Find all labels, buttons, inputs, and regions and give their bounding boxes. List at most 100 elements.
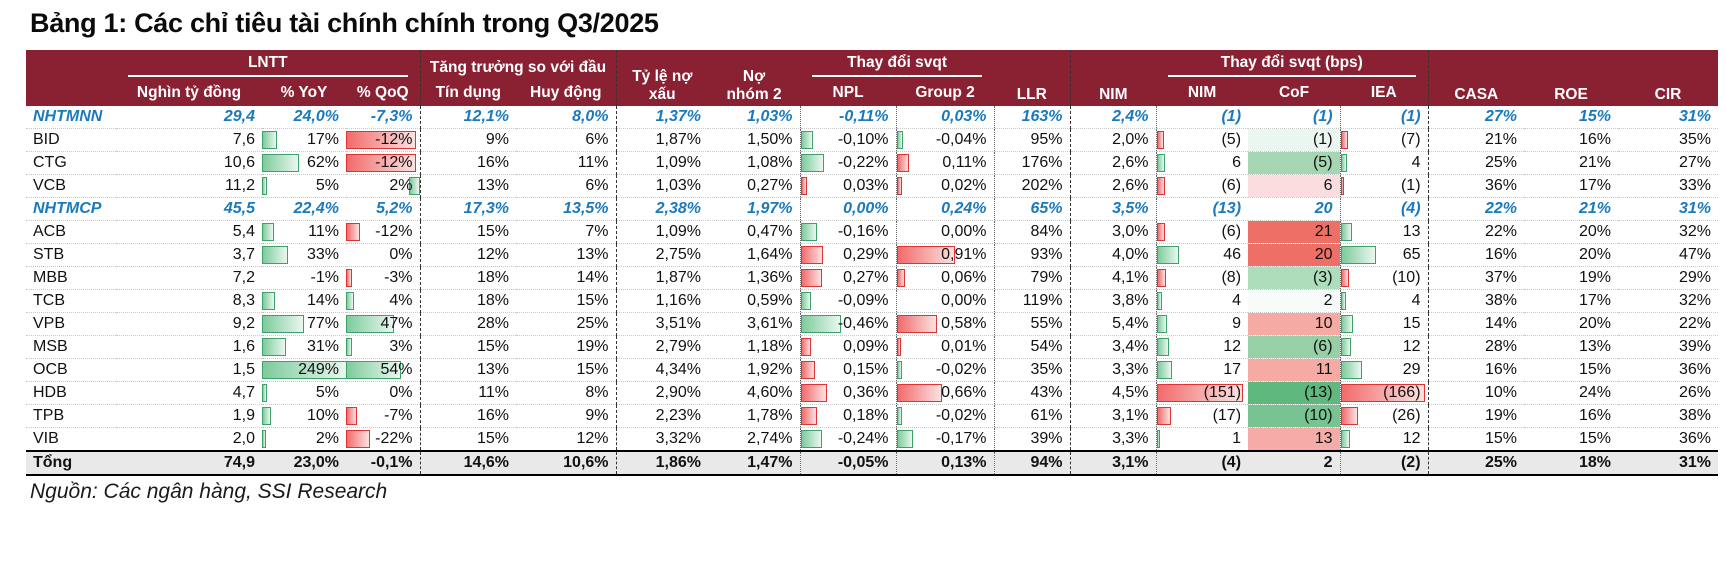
table-cell-g2c: 0,02% bbox=[895, 174, 995, 198]
red-data-bar bbox=[346, 407, 357, 425]
bank-label: STB bbox=[26, 243, 116, 267]
table-cell-credit: 18% bbox=[419, 289, 517, 313]
col-header-cir: CIR bbox=[1618, 50, 1719, 106]
table-cell-iea: 12 bbox=[1339, 335, 1429, 359]
cell-value: 119% bbox=[1022, 292, 1063, 309]
table-cell-roe: 16% bbox=[1524, 404, 1619, 428]
table-cell-bps: 17 bbox=[1155, 358, 1249, 382]
table-cell-nplc: 0,00% bbox=[799, 197, 897, 221]
table-cell-yoy: 31% bbox=[262, 335, 346, 359]
table-cell-nplc: -0,09% bbox=[799, 289, 897, 313]
cell-value: -12% bbox=[375, 223, 413, 240]
cell-value: 17,3% bbox=[463, 200, 510, 217]
green-data-bar bbox=[801, 292, 812, 310]
cell-value: (1) bbox=[1400, 108, 1421, 125]
table-cell-bps: (151) bbox=[1155, 381, 1249, 405]
cell-value: 12% bbox=[477, 246, 510, 263]
cell-value: 1,97% bbox=[747, 200, 793, 217]
table-cell-casa: 25% bbox=[1427, 151, 1525, 175]
table-row-bid: BID 7,6 17% -12% 9% 6% 1,87% 1,50% -0,10% -0,04% 9… bbox=[26, 128, 1719, 152]
cell-value: 4,5% bbox=[1112, 384, 1149, 401]
cell-value: 20% bbox=[1579, 246, 1612, 263]
cell-value: 55% bbox=[1030, 315, 1063, 332]
cell-value: 95% bbox=[1030, 131, 1063, 148]
table-cell-g2c: 0,06% bbox=[895, 266, 995, 290]
cell-value: 1,16% bbox=[655, 292, 702, 309]
table-cell-nhom2: 1,78% bbox=[708, 404, 801, 428]
cell-value: 15% bbox=[1485, 430, 1518, 447]
cell-value: -0,1% bbox=[370, 454, 413, 471]
cell-value: 11 bbox=[1315, 361, 1333, 378]
red-data-bar bbox=[897, 246, 955, 264]
table-cell-credit: 15% bbox=[419, 335, 517, 359]
table-cell-g2c: -0,17% bbox=[895, 427, 995, 452]
cell-value: -0,46% bbox=[837, 315, 889, 332]
cell-value: 43% bbox=[1030, 384, 1063, 401]
table-cell-nplc: 0,03% bbox=[799, 174, 897, 198]
table-cell-nplc: 0,18% bbox=[799, 404, 897, 428]
table-cell-credit: 12% bbox=[419, 243, 517, 267]
cell-value: -22% bbox=[375, 430, 413, 447]
col-header-group2-ratio: Nợ nhóm 2 bbox=[708, 50, 801, 106]
table-cell-nim: 2,4% bbox=[1069, 106, 1157, 129]
cell-value: 6 bbox=[1232, 154, 1242, 171]
cell-value: 1,36% bbox=[747, 269, 793, 286]
table-cell-nhom2: 1,03% bbox=[708, 106, 801, 129]
cell-value: 15% bbox=[477, 338, 510, 355]
table-cell-iea: 65 bbox=[1339, 243, 1429, 267]
cell-value: 16% bbox=[477, 154, 510, 171]
col-header-nim: NIM bbox=[1069, 50, 1157, 106]
green-data-bar bbox=[897, 361, 903, 379]
red-data-bar bbox=[897, 154, 910, 172]
green-data-bar bbox=[408, 177, 420, 195]
cell-value: 17% bbox=[306, 131, 339, 148]
table-cell-qoq: -7,3% bbox=[346, 106, 421, 129]
table-cell-iea: 12 bbox=[1339, 427, 1429, 452]
cell-value: 0,00% bbox=[941, 223, 987, 240]
table-cell-g2c: 0,00% bbox=[895, 289, 995, 313]
table-cell-g2c: 0,01% bbox=[895, 335, 995, 359]
red-data-bar bbox=[897, 315, 938, 333]
table-cell-yoy: 5% bbox=[262, 174, 346, 198]
red-data-bar bbox=[346, 430, 371, 448]
green-data-bar bbox=[1341, 430, 1351, 448]
cell-value: 38% bbox=[1679, 407, 1712, 424]
cell-value: -0,02% bbox=[935, 361, 987, 378]
table-cell-casa: 16% bbox=[1427, 243, 1525, 267]
cell-value: 10% bbox=[1485, 384, 1518, 401]
table-cell-iea: (2) bbox=[1339, 450, 1429, 476]
cell-value: -12% bbox=[375, 154, 413, 171]
cell-value: 15% bbox=[1579, 108, 1612, 125]
cell-value: 22% bbox=[1679, 315, 1712, 332]
table-cell-casa: 25% bbox=[1427, 450, 1525, 476]
green-data-bar bbox=[1341, 292, 1346, 310]
table-cell-llr: 35% bbox=[993, 358, 1071, 382]
cell-value: 2,38% bbox=[655, 200, 702, 217]
table-cell-roe: 21% bbox=[1524, 197, 1619, 221]
cell-value: (151) bbox=[1203, 384, 1242, 401]
table-cell-cof: 2 bbox=[1248, 450, 1341, 476]
green-data-bar bbox=[262, 430, 266, 448]
table-cell-bps: (1) bbox=[1155, 106, 1249, 129]
cell-value: 15% bbox=[477, 430, 510, 447]
cell-value: 8,0% bbox=[572, 108, 609, 125]
source-note: Nguồn: Các ngân hàng, SSI Research bbox=[30, 480, 388, 503]
cell-value: 13,5% bbox=[563, 200, 609, 217]
green-data-bar bbox=[801, 223, 817, 241]
cell-value: 13% bbox=[477, 361, 510, 378]
cell-value: -0,09% bbox=[837, 292, 889, 309]
col-header-llr: LLR bbox=[994, 50, 1071, 106]
cell-value: 7,6 bbox=[232, 131, 255, 148]
col-header-group2-change: Group 2 bbox=[896, 79, 995, 106]
cell-value: 79% bbox=[1030, 269, 1063, 286]
table-cell-yoy: 23,0% bbox=[262, 450, 346, 476]
table-cell-nxau: 1,86% bbox=[615, 450, 709, 476]
cell-value: 2,0% bbox=[1112, 131, 1149, 148]
table-cell-cir: 38% bbox=[1618, 404, 1719, 428]
table-cell-credit: 11% bbox=[419, 381, 517, 405]
red-data-bar bbox=[801, 384, 828, 402]
cell-value: 36% bbox=[1485, 177, 1518, 194]
table-cell-deposit: 11% bbox=[516, 151, 617, 175]
table-cell-yoy: 11% bbox=[262, 220, 346, 244]
green-data-bar bbox=[1157, 154, 1165, 172]
